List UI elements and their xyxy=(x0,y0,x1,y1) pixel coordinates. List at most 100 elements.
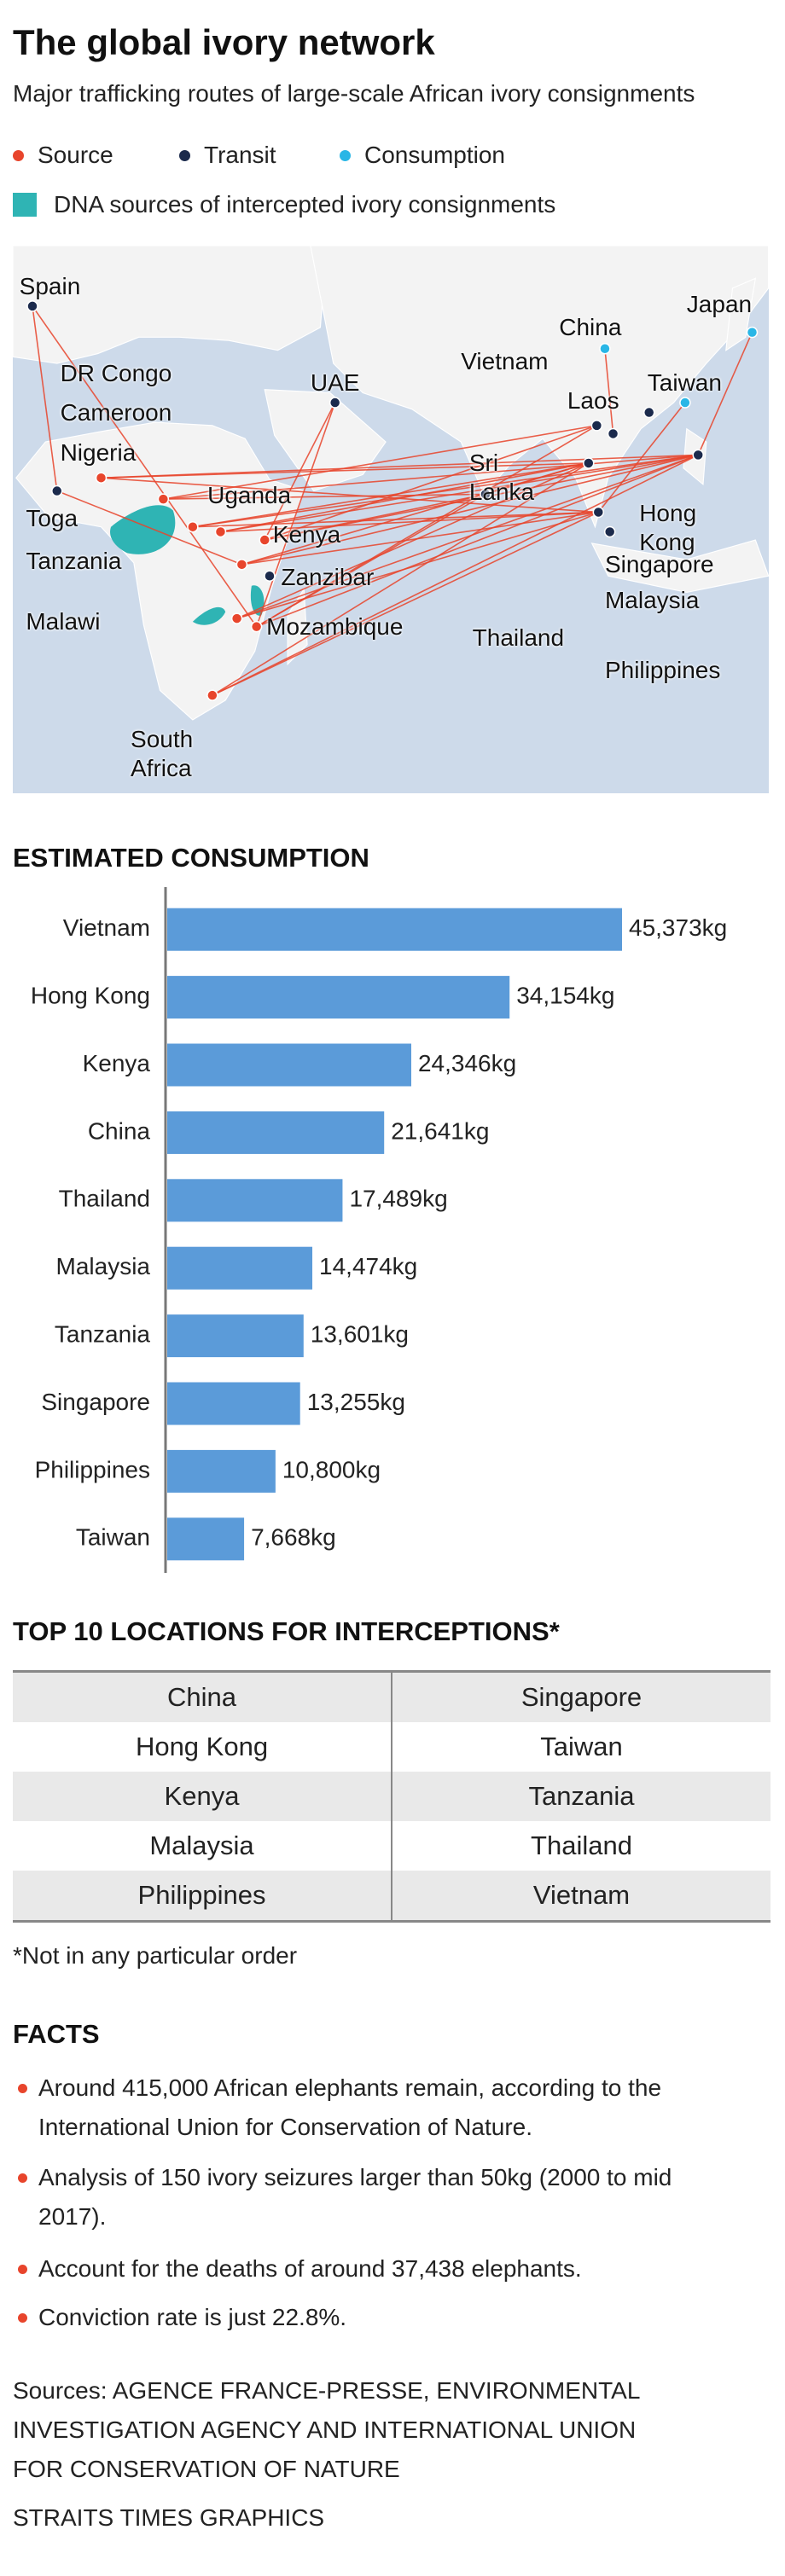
legend-label: DNA sources of intercepted ivory consign… xyxy=(54,191,556,218)
value-label: 10,800kg xyxy=(282,1456,381,1482)
category-label: Philippines xyxy=(35,1456,150,1482)
place-dot xyxy=(583,457,595,469)
routes xyxy=(32,305,753,696)
fact: Analysis of 150 ivory seizures larger th… xyxy=(13,2158,738,2237)
route xyxy=(212,462,590,696)
place-dot xyxy=(250,620,263,633)
place-label: China xyxy=(559,313,622,340)
route xyxy=(163,493,486,500)
place-label: Spain xyxy=(19,272,81,299)
legend-swatch xyxy=(13,193,37,217)
chart-title: ESTIMATED CONSUMPTION xyxy=(13,843,369,873)
bar xyxy=(167,1449,276,1493)
subtitle: Major trafficking routes of large-scale … xyxy=(13,80,695,107)
dna-area xyxy=(110,505,176,554)
islands xyxy=(725,277,757,351)
place-label: South Africa xyxy=(131,725,194,781)
place-label: Malawi xyxy=(26,607,101,635)
facts-title: FACTS xyxy=(13,2019,100,2049)
table-cell: Taiwan xyxy=(391,1722,770,1772)
place-label: Taiwan xyxy=(647,369,722,397)
route xyxy=(220,462,589,533)
place-label: Singapore xyxy=(604,550,714,577)
place-dot xyxy=(679,397,691,409)
place-label: DR Congo xyxy=(60,359,172,386)
place-label: Philippines xyxy=(604,657,721,684)
table-cell: Vietnam xyxy=(391,1871,770,1922)
route xyxy=(236,511,599,619)
place-dot xyxy=(480,488,491,501)
place-dot xyxy=(592,506,605,519)
value-label: 13,601kg xyxy=(311,1320,409,1347)
route xyxy=(697,332,753,455)
place-label: Japan xyxy=(686,291,753,317)
legend-item: DNA sources of intercepted ivory consign… xyxy=(13,191,555,218)
table-cell: Malaysia xyxy=(149,1830,254,1860)
route xyxy=(212,511,599,696)
table-cell: China xyxy=(13,1671,392,1722)
route xyxy=(101,454,699,479)
place-dot xyxy=(607,427,619,440)
category-label: China xyxy=(88,1117,151,1144)
place-dot xyxy=(187,520,199,533)
credit: STRAITS TIMES GRAPHICS xyxy=(13,2504,325,2531)
category-label: Taiwan xyxy=(76,1524,150,1551)
place-dot xyxy=(643,406,655,419)
place-dot xyxy=(329,397,341,409)
place-label: Cameroon xyxy=(60,398,172,426)
category-label: Thailand xyxy=(59,1186,150,1212)
legend-label: Source xyxy=(38,142,113,168)
route xyxy=(265,493,486,541)
place-dot xyxy=(51,484,63,497)
route xyxy=(220,454,699,533)
footnote: *Not in any particular order xyxy=(13,1942,298,1969)
place-dot xyxy=(264,570,276,582)
place-label: Sri Lanka xyxy=(468,449,535,505)
value-label: 14,474kg xyxy=(319,1253,417,1279)
place-label: Laos xyxy=(567,387,619,415)
fact: Conviction rate is just 22.8%. xyxy=(13,2298,738,2337)
fact: Around 415,000 African elephants remain,… xyxy=(13,2068,738,2147)
legend-dot xyxy=(340,149,351,161)
bar xyxy=(167,1314,304,1358)
table-row: Kenya Tanzania xyxy=(13,1772,770,1821)
table-title: TOP 10 LOCATIONS FOR INTERCEPTIONS* xyxy=(13,1616,560,1646)
value-label: 45,373kg xyxy=(629,914,727,941)
route xyxy=(241,511,599,566)
legend-item: Consumption xyxy=(340,142,505,169)
place-dot xyxy=(230,612,243,624)
arabia xyxy=(264,389,387,492)
legend-label: Transit xyxy=(204,142,276,168)
table-row: Hong Kong Taiwan xyxy=(13,1722,770,1772)
route xyxy=(32,305,258,628)
place-label: Tanzania xyxy=(26,547,122,574)
route xyxy=(256,493,486,628)
route xyxy=(485,462,590,496)
title: The global ivory network xyxy=(13,22,435,62)
bar xyxy=(167,908,622,951)
africa xyxy=(15,421,305,721)
value-label: 21,641kg xyxy=(391,1117,489,1144)
value-label: 17,489kg xyxy=(349,1186,447,1212)
table-cell: Singapore xyxy=(391,1671,770,1722)
category-label: Vietnam xyxy=(63,914,150,941)
table-cell: Thailand xyxy=(391,1821,770,1871)
table-row: Philippines Vietnam xyxy=(13,1871,770,1922)
route xyxy=(163,454,699,500)
table-cell: Hong Kong xyxy=(135,1732,269,1761)
legend-dot xyxy=(179,149,190,161)
route xyxy=(241,454,699,566)
place-label: Nigeria xyxy=(60,439,137,467)
sources: Sources: AGENCE FRANCE-PRESSE, ENVIRONME… xyxy=(13,2377,640,2482)
category-label: Hong Kong xyxy=(31,982,150,1008)
islands xyxy=(590,539,769,593)
place-dot xyxy=(259,534,270,546)
place-label: Zanzibar xyxy=(281,564,375,591)
route xyxy=(255,402,336,627)
table-cell: Kenya xyxy=(13,1772,392,1821)
place-dot xyxy=(206,689,218,701)
legend-label: Consumption xyxy=(364,142,505,168)
bar xyxy=(167,1517,245,1561)
